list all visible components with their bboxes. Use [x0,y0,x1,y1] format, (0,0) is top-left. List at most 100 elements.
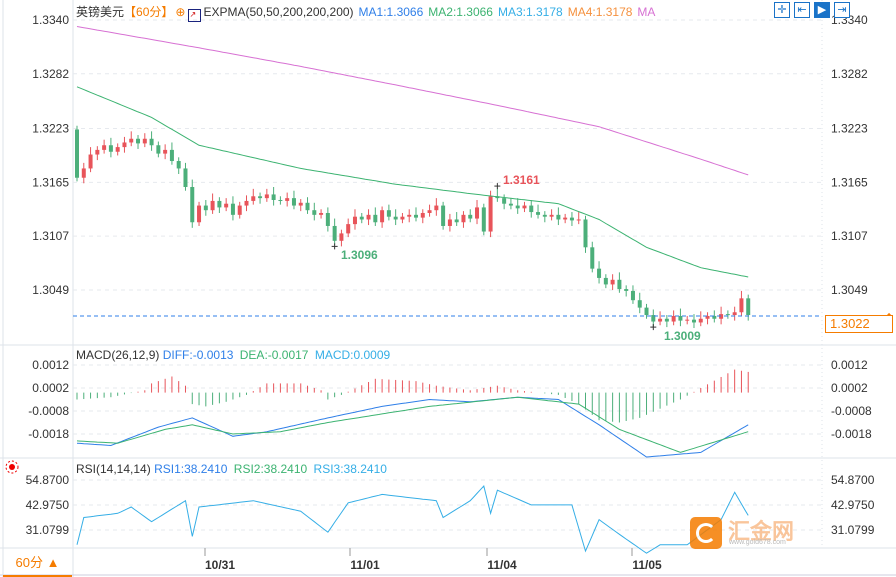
candle [563,213,568,224]
rsi-axis-label-right: 31.0799 [831,523,875,537]
candle [691,314,696,329]
candle [698,311,703,327]
rsi1-value: RSI1:38.2410 [154,462,228,476]
candle [129,131,134,147]
header-legend: 英镑美元【60分】 ⊕ ↗ EXPMA(50,50,200,200,200) MA1:1… [76,3,655,22]
candle [434,198,439,216]
ma1-value: MA1:1.3066 [358,5,424,19]
macd-axis-label-right: -0.0008 [831,404,872,418]
candle [359,212,364,224]
settings-sun-icon[interactable] [5,460,19,474]
ema-green-line [76,86,749,278]
candle [481,203,486,236]
current-price-tag: 1.3022 [825,315,893,333]
candle [522,201,527,213]
candle [461,211,466,228]
candle [427,204,432,217]
candle [244,195,249,212]
candle [590,241,595,273]
period-tag[interactable]: 【60分】 [124,5,174,19]
rsi-axis-label-left: 31.0799 [26,523,70,537]
candle [610,274,615,290]
candle [88,147,93,173]
candle [75,125,79,182]
candle [285,192,290,207]
candle [224,198,229,212]
candle [183,162,188,191]
candle [386,204,391,221]
candle [725,310,730,319]
price-axis-label-left: 1.3282 [32,67,69,81]
candle [658,311,663,326]
candle [291,190,296,210]
candle [264,188,269,202]
crosshair-button[interactable]: ✛ [774,2,790,18]
ma2-value: MA2:1.3066 [428,5,493,19]
macd-axis-label-right: 0.0012 [831,358,868,372]
candle [108,137,113,158]
exit-button[interactable]: ⇥ [834,2,850,18]
macd-dea-line [76,396,749,453]
candle [583,215,588,253]
candle [149,131,154,151]
price-axis-label-right: 1.3107 [831,229,868,243]
candle [203,199,208,216]
candle [536,204,541,219]
candle [664,315,669,328]
candle [447,213,452,232]
candle [176,157,181,175]
candle [671,310,676,326]
indicator-name[interactable]: EXPMA(50,50,200,200,200) [203,5,354,19]
candle [495,188,500,202]
candle [597,261,602,284]
rsi2-value: RSI2:38.2410 [233,462,308,476]
date-label: 11/01 [350,558,380,572]
candle [576,212,581,225]
macd-dea: DEA:-0.0017 [239,348,309,362]
ma5-value: MA [637,5,656,19]
candle [81,162,86,184]
candle [332,218,337,245]
candle [393,209,398,226]
candle [156,141,161,158]
crosshair-icon: ✛ [777,4,787,16]
candle [298,199,303,212]
candle [441,201,446,230]
exit-icon: ⇥ [837,4,847,16]
add-indicator-icon[interactable]: ⊕ [175,5,186,19]
fit-button[interactable]: ⇤ [794,2,810,18]
macd-title[interactable]: MACD(26,12,9) [76,348,160,362]
indicator-chart-icon[interactable]: ↗ [188,9,202,22]
candle [549,209,554,221]
rsi-title[interactable]: RSI(14,14,14) [76,462,151,476]
candle [319,209,324,219]
candle [352,209,357,230]
candle [624,285,629,297]
macd-diff: DIFF:-0.0013 [162,348,234,362]
price-axis-label-left: 1.3107 [32,229,69,243]
fit-icon: ⇤ [797,4,807,16]
candle [502,194,507,210]
candle [95,146,100,161]
period-selector[interactable]: 60分 ▲ [3,552,72,577]
macd-axis-label-left: 0.0012 [32,358,69,372]
candle [237,201,242,219]
macd-axis-label-right: 0.0002 [831,381,868,395]
extreme-marker [650,324,657,331]
candle [373,207,378,226]
candle [142,133,147,148]
play-button[interactable]: ▶ [814,2,830,18]
candle [190,179,195,228]
rsi-axis-label-right: 54.8700 [831,473,875,487]
candle [617,272,622,293]
candle [515,198,520,214]
date-label: 11/04 [487,558,517,572]
macd-axis-label-left: -0.0018 [28,427,69,441]
candle [305,197,310,214]
ma3-value: MA3:1.3178 [497,5,563,19]
candle [542,211,547,223]
ma4-value: MA4:1.3178 [567,5,633,19]
candle [732,306,737,321]
ema-pink-line [76,26,749,176]
